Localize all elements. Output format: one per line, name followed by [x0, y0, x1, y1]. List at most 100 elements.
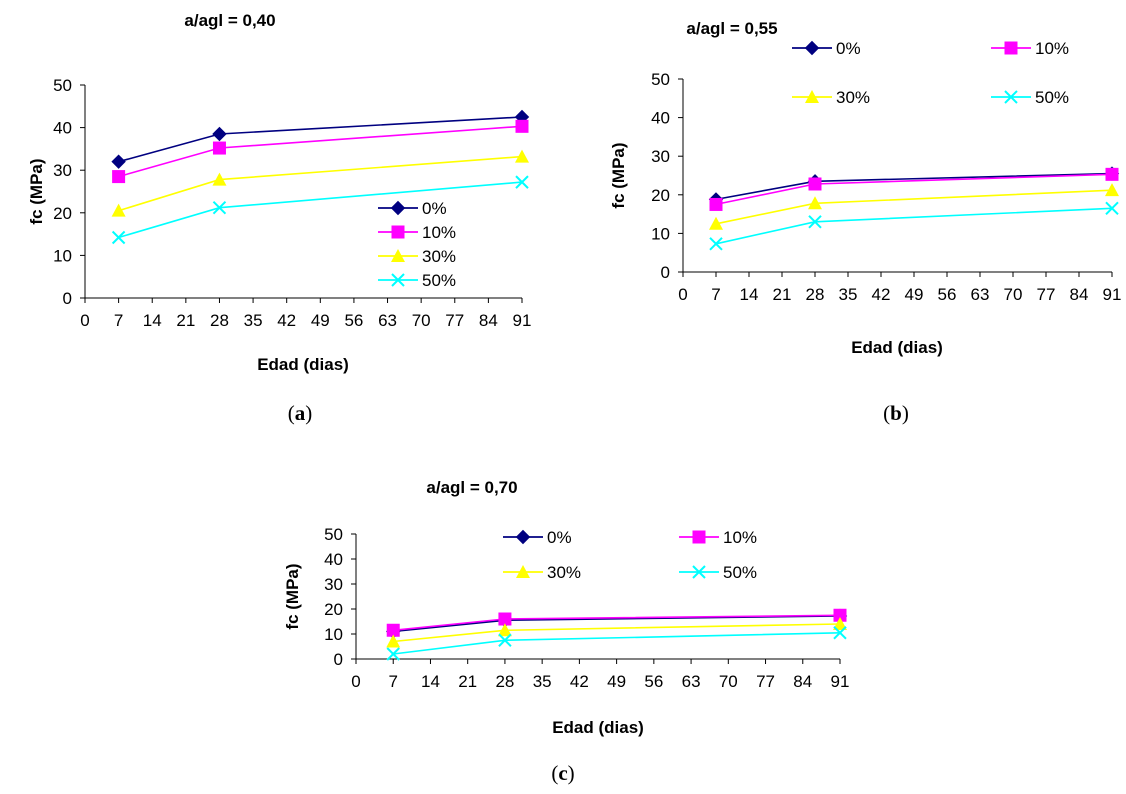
legend-marker: [516, 565, 530, 578]
x-tick-label: 14: [740, 285, 759, 304]
legend: 0% 10% 30% 50%: [378, 199, 456, 290]
marker-x-b: [833, 626, 847, 640]
marker-square: [112, 170, 126, 184]
x-tick-label: 49: [607, 672, 626, 691]
x-tick-label: 35: [533, 672, 552, 691]
legend-label: 50%: [1035, 88, 1069, 107]
legend-label: 30%: [836, 88, 870, 107]
panel-letter: b: [890, 401, 902, 425]
y-axis-title: fc (MPa): [609, 142, 628, 208]
marker-triangle: [1105, 183, 1119, 197]
chart-panel-b: a/agl = 0,55 0 10 20 30 40 50 0 7 14 21 28 35 42 49 56 6…: [609, 19, 1121, 425]
x-tick-label: 77: [756, 672, 775, 691]
x-tick-label: 91: [831, 672, 850, 691]
legend-label: 30%: [547, 563, 581, 582]
data-point: [833, 608, 847, 622]
marker-diamond: [212, 126, 227, 142]
legend-marker: [805, 90, 819, 103]
legend-item: 0%: [792, 39, 861, 58]
panel-caption-text: (a): [288, 401, 313, 425]
series-line-3: [393, 632, 841, 655]
series-line-3: [118, 181, 523, 239]
legend-item: 10%: [991, 39, 1069, 58]
legend-marker: [390, 200, 406, 216]
marker-square: [386, 623, 400, 637]
legend-marker: [804, 40, 820, 56]
x-tick-label: 42: [570, 672, 589, 691]
x-tick-label: 91: [1103, 285, 1122, 304]
series-line-0: [118, 116, 523, 163]
y-tick-label: 30: [53, 161, 72, 180]
chart-title: a/agl = 0,40: [184, 11, 275, 30]
legend-marker: [1004, 41, 1018, 55]
data-point: [498, 633, 512, 647]
x-axis-title: Edad (dias): [257, 355, 349, 374]
x-tick-label: 77: [1037, 285, 1056, 304]
marker-x-b: [1105, 201, 1119, 216]
chart-title: a/agl = 0,70: [426, 478, 517, 497]
series-line-0: [715, 172, 1113, 201]
legend-label: 10%: [723, 528, 757, 547]
marker-triangle: [111, 203, 126, 217]
marker-triangle: [386, 634, 401, 648]
panel-letter: a: [295, 401, 306, 425]
legend-marker: [1004, 90, 1018, 104]
y-axis-title: fc (MPa): [27, 158, 46, 224]
marker-square: [498, 612, 512, 626]
data-point: [212, 200, 227, 215]
y-tick-label: 20: [324, 600, 343, 619]
x-tick-label: 0: [351, 672, 360, 691]
data-point: [808, 196, 822, 210]
marker-x-b: [386, 647, 400, 661]
marker-triangle: [516, 565, 530, 578]
x-tick-label: 28: [210, 311, 229, 330]
marker-x-b: [391, 273, 405, 287]
y-tick-label: 40: [651, 109, 670, 128]
x-tick-label: 35: [244, 311, 263, 330]
x-tick-label: 14: [143, 311, 162, 330]
x-tick-label: 14: [421, 672, 440, 691]
x-tick-label: 77: [445, 311, 464, 330]
legend-marker: [692, 530, 706, 544]
data-point: [112, 170, 126, 184]
marker-triangle: [805, 90, 819, 103]
data-point: [833, 617, 847, 630]
x-tick-label: 7: [114, 311, 123, 330]
series-line-1: [118, 125, 523, 178]
x-tick-label: 21: [458, 672, 477, 691]
y-axis-title: fc (MPa): [283, 563, 302, 629]
legend: 0% 10% 30% 50%: [792, 39, 1069, 107]
data-point: [386, 647, 400, 661]
data-point: [709, 216, 723, 230]
legend-item: 0%: [503, 528, 572, 547]
data-point: [515, 149, 529, 163]
x-tick-label: 7: [388, 672, 397, 691]
x-tick-label: 49: [311, 311, 330, 330]
paren-open: (: [288, 401, 295, 425]
legend-item: 50%: [679, 563, 757, 582]
data-point: [498, 612, 512, 626]
marker-square: [692, 530, 706, 544]
marker-x-b: [515, 175, 529, 189]
marker-x-b: [808, 215, 822, 229]
y-tick-label: 30: [324, 575, 343, 594]
y-tick-label: 50: [324, 525, 343, 544]
x-tick-label: 63: [378, 311, 397, 330]
marker-square: [391, 225, 405, 239]
marker-triangle: [212, 172, 227, 186]
panel-caption-text: (b): [883, 401, 909, 425]
marker-diamond: [804, 40, 820, 56]
x-tick-label: 0: [80, 311, 89, 330]
x-tick-label: 56: [344, 311, 363, 330]
marker-square: [212, 141, 226, 155]
x-axis-title: Edad (dias): [851, 338, 943, 357]
data-point: [212, 141, 226, 155]
legend-label: 50%: [422, 271, 456, 290]
marker-square: [1004, 41, 1018, 55]
data-point: [212, 172, 227, 186]
legend-label: 0%: [422, 199, 447, 218]
marker-diamond: [111, 154, 126, 169]
data-point: [1105, 167, 1119, 181]
data-point: [709, 237, 723, 251]
marker-square: [808, 177, 822, 191]
